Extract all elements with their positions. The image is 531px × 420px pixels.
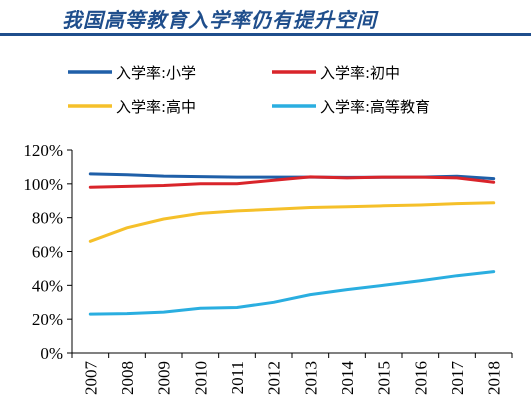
y-axis: 0% 20% 40% 60% 80% 100% 120% bbox=[23, 141, 73, 363]
x-tick-label: 2010 bbox=[191, 361, 210, 395]
legend-label: 入学率:初中 bbox=[320, 64, 400, 82]
x-axis: 2007 2008 2009 2010 2011 2012 2013 2014 2015 2016… bbox=[71, 352, 513, 396]
y-tick-label: 20% bbox=[32, 310, 63, 329]
x-tick-label: 2015 bbox=[375, 361, 394, 395]
x-tick-label: 2008 bbox=[118, 361, 137, 395]
x-tick-label: 2009 bbox=[155, 361, 174, 395]
title-underline bbox=[0, 33, 531, 36]
legend-label: 入学率:高中 bbox=[116, 98, 196, 116]
series-line bbox=[88, 201, 496, 243]
x-tick-label: 2014 bbox=[338, 361, 357, 396]
y-tick-label: 120% bbox=[23, 141, 63, 160]
y-tick-label: 80% bbox=[32, 209, 63, 228]
y-tick-label: 0% bbox=[40, 344, 63, 363]
x-tick-label: 2013 bbox=[301, 361, 320, 395]
x-tick-label: 2016 bbox=[411, 361, 430, 395]
y-tick-label: 60% bbox=[32, 243, 63, 262]
x-tick-label: 2011 bbox=[228, 361, 247, 394]
x-tick-label: 2007 bbox=[81, 361, 100, 396]
y-tick-label: 40% bbox=[32, 276, 63, 295]
x-tick-label: 2018 bbox=[485, 361, 504, 395]
x-tick-label: 2012 bbox=[265, 361, 284, 395]
y-tick-label: 100% bbox=[23, 175, 63, 194]
x-tick-label: 2017 bbox=[448, 361, 467, 396]
legend-label: 入学率:小学 bbox=[116, 64, 196, 82]
series-layer bbox=[88, 172, 496, 316]
series-line bbox=[88, 270, 496, 316]
chart-title: 我国高等教育入学率仍有提升空间 bbox=[62, 8, 377, 32]
legend-label: 入学率:高等教育 bbox=[320, 98, 430, 116]
series-line bbox=[88, 175, 496, 189]
